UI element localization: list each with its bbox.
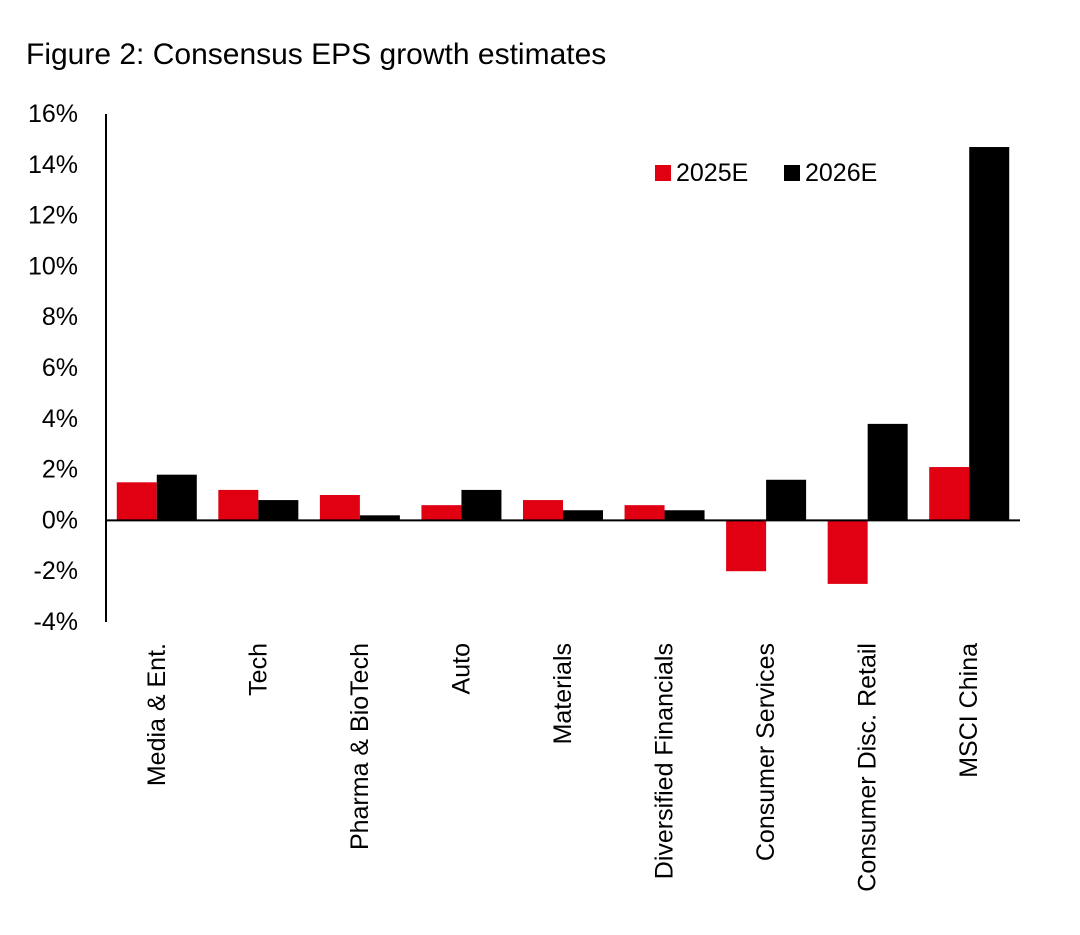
bar-2025E-2: [218, 489, 259, 521]
x-category-label: Media & Ent.: [143, 643, 171, 786]
bar-2025E-9: [929, 467, 970, 521]
y-tick-label: 14%: [28, 151, 78, 179]
y-axis-ticks: -4% -2% 0% 2% 4% 6% 8% 10% 12% 14% 16%: [28, 100, 78, 636]
x-category-label: Consumer Disc. Retail: [854, 643, 882, 892]
bar-2026E-4: [461, 489, 502, 521]
x-category-label: Consumer Services: [752, 643, 780, 861]
axes-layer: [105, 114, 1020, 622]
legend-label-2025E: 2025E: [676, 159, 748, 187]
bar-2026E-8: [867, 423, 908, 521]
x-category-label: MSCI China: [955, 643, 983, 778]
y-tick-label: 6%: [42, 354, 78, 382]
bar-2025E-1: [116, 482, 157, 521]
y-tick-label: 0%: [42, 506, 78, 534]
y-tick-label: -2%: [34, 557, 78, 585]
y-tick-label: -4%: [34, 608, 78, 636]
legend-swatch-2025E: [655, 165, 671, 181]
legend: 2025E 2026E: [655, 159, 877, 187]
bar-2025E-6: [624, 505, 665, 521]
bar-2025E-8: [827, 520, 868, 584]
x-category-label: Diversified Financials: [651, 643, 679, 879]
bar-2025E-4: [421, 505, 462, 521]
x-category-label: Pharma & BioTech: [346, 643, 374, 850]
figure-title: Figure 2: Consensus EPS growth estimates: [26, 38, 607, 71]
bar-2026E-2: [258, 500, 299, 521]
bar-2026E-5: [563, 510, 603, 521]
y-tick-label: 4%: [42, 405, 78, 433]
y-tick-label: 2%: [42, 456, 78, 484]
legend-swatch-2026E: [784, 165, 800, 181]
x-category-label: Auto: [447, 643, 475, 694]
y-tick-label: 8%: [42, 303, 78, 331]
bar-2026E-1: [156, 474, 197, 521]
y-tick-label: 12%: [28, 202, 78, 230]
bars-layer: [116, 147, 1010, 584]
bar-2026E-7: [766, 479, 807, 521]
bar-2025E-3: [319, 495, 360, 521]
x-category-label: Materials: [549, 643, 577, 744]
y-tick-label: 10%: [28, 252, 78, 280]
bar-2026E-9: [969, 147, 1010, 521]
bar-2025E-5: [523, 500, 563, 521]
bar-2025E-7: [726, 520, 767, 572]
y-tick-label: 16%: [28, 100, 78, 128]
legend-label-2026E: 2026E: [805, 159, 877, 187]
x-axis-labels: Media & Ent. Tech Pharma & BioTech Auto Mate…: [143, 643, 983, 892]
x-category-label: Tech: [244, 643, 272, 696]
bar-2026E-3: [359, 515, 400, 521]
bar-2026E-6: [664, 510, 705, 521]
